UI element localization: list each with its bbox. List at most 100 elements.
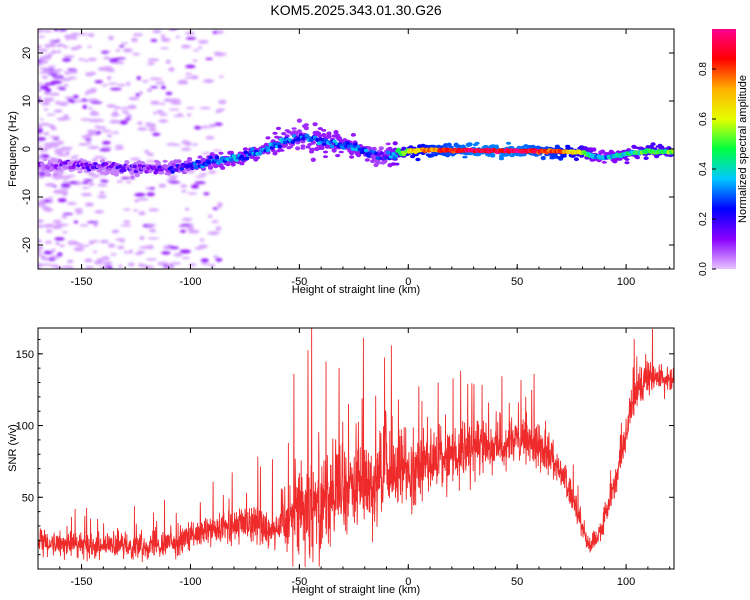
noise-speckle — [136, 76, 141, 81]
noise-speckle — [73, 247, 85, 252]
noise-speckle — [77, 244, 90, 247]
noise-speckle — [38, 202, 45, 207]
noise-speckle — [123, 111, 130, 114]
noise-speckle — [177, 113, 183, 117]
ridge-halo-cell — [305, 145, 311, 149]
noise-speckle — [90, 71, 96, 76]
noise-speckle — [76, 33, 88, 36]
ridge-halo-cell — [326, 131, 332, 136]
snr-y-tick-label: 150 — [16, 349, 34, 361]
noise-speckle — [117, 245, 125, 250]
noise-speckle — [43, 97, 55, 102]
noise-speckle — [44, 145, 53, 149]
noise-speckle — [131, 37, 138, 43]
ridge-halo-cell — [659, 145, 665, 150]
ridge-core-cell — [67, 161, 72, 165]
noise-speckle — [186, 226, 195, 231]
noise-speckle — [39, 263, 52, 266]
ridge-halo-cell — [77, 170, 83, 174]
noise-speckle — [200, 258, 209, 263]
noise-speckle — [91, 158, 98, 163]
ridge-halo-cell — [281, 132, 287, 136]
noise-speckle — [200, 238, 204, 242]
noise-speckle — [45, 229, 53, 233]
ridge-core-cell — [332, 139, 337, 144]
ridge-halo-cell — [462, 155, 468, 159]
noise-speckle — [126, 181, 132, 184]
ridge-halo-cell — [474, 141, 480, 145]
noise-speckle — [116, 61, 125, 65]
noise-speckle — [197, 40, 209, 44]
ridge-core-cell — [213, 158, 218, 163]
noise-speckle — [149, 228, 157, 233]
snr-y-tick-label: 100 — [16, 421, 34, 433]
ridge-halo-cell — [288, 145, 294, 149]
ridge-halo-cell — [322, 150, 329, 154]
ridge-core-cell — [214, 155, 220, 159]
noise-speckle — [100, 179, 109, 183]
noise-speckle — [38, 95, 42, 100]
noise-speckle — [181, 217, 193, 222]
noise-speckle — [101, 257, 110, 261]
noise-speckle — [119, 120, 128, 125]
ridge-halo-cell — [565, 144, 571, 148]
noise-speckle — [86, 141, 92, 145]
noise-speckle — [203, 79, 215, 83]
noise-speckle — [99, 266, 109, 269]
noise-speckle — [175, 35, 180, 39]
ridge-halo-cell — [624, 158, 630, 161]
spectrogram-marks — [38, 29, 674, 269]
noise-speckle — [99, 239, 110, 244]
noise-speckle — [72, 94, 79, 99]
ridge-core-cell — [196, 160, 201, 164]
noise-speckle — [137, 121, 143, 125]
ridge-core-cell — [137, 164, 143, 168]
noise-speckle — [169, 262, 182, 265]
ridge-halo-cell — [42, 157, 48, 162]
noise-speckle — [138, 91, 143, 95]
noise-speckle — [173, 252, 183, 257]
ridge-core-cell — [243, 150, 248, 155]
noise-speckle — [62, 180, 69, 183]
noise-speckle — [74, 155, 79, 159]
ridge-core-cell — [174, 168, 179, 172]
ridge-halo-cell — [255, 156, 261, 160]
noise-speckle — [87, 107, 93, 110]
noise-speckle — [53, 109, 63, 113]
noise-speckle — [62, 213, 74, 215]
noise-speckle — [201, 152, 211, 155]
noise-speckle — [116, 180, 124, 183]
noise-speckle — [181, 256, 191, 260]
ridge-core-cell — [229, 158, 234, 162]
noise-speckle — [38, 219, 44, 223]
noise-speckle — [140, 264, 148, 268]
noise-speckle — [147, 62, 155, 66]
ridge-halo-cell — [600, 149, 606, 154]
noise-speckle — [41, 101, 51, 106]
ridge-halo-cell — [498, 157, 505, 161]
noise-speckle — [147, 152, 154, 157]
ridge-halo-cell — [385, 142, 391, 146]
noise-speckle — [87, 57, 97, 62]
spectrogram-y-ticks: -20 -10 0 10 20 — [21, 47, 674, 253]
ridge-halo-cell — [181, 171, 187, 174]
noise-speckle — [108, 243, 116, 248]
noise-speckle — [190, 75, 199, 80]
noise-speckle — [150, 86, 159, 89]
snr-y-axis-label: SNR (v/v) — [7, 424, 19, 472]
ridge-halo-cell — [228, 150, 234, 155]
noise-speckle — [50, 126, 57, 131]
spectrogram-x-tick-label: -100 — [179, 276, 201, 288]
snr-x-tick-label: 100 — [617, 576, 635, 588]
noise-speckle — [198, 244, 208, 249]
noise-speckle — [186, 192, 198, 195]
noise-speckle — [55, 241, 60, 246]
noise-speckle — [110, 253, 117, 256]
noise-speckle — [152, 29, 162, 34]
noise-speckle — [127, 104, 137, 110]
spectrogram-y-axis-label: Frequency (Hz) — [7, 111, 19, 187]
noise-speckle — [59, 244, 65, 247]
noise-speckle — [92, 250, 98, 253]
ridge-halo-cell — [540, 155, 546, 161]
